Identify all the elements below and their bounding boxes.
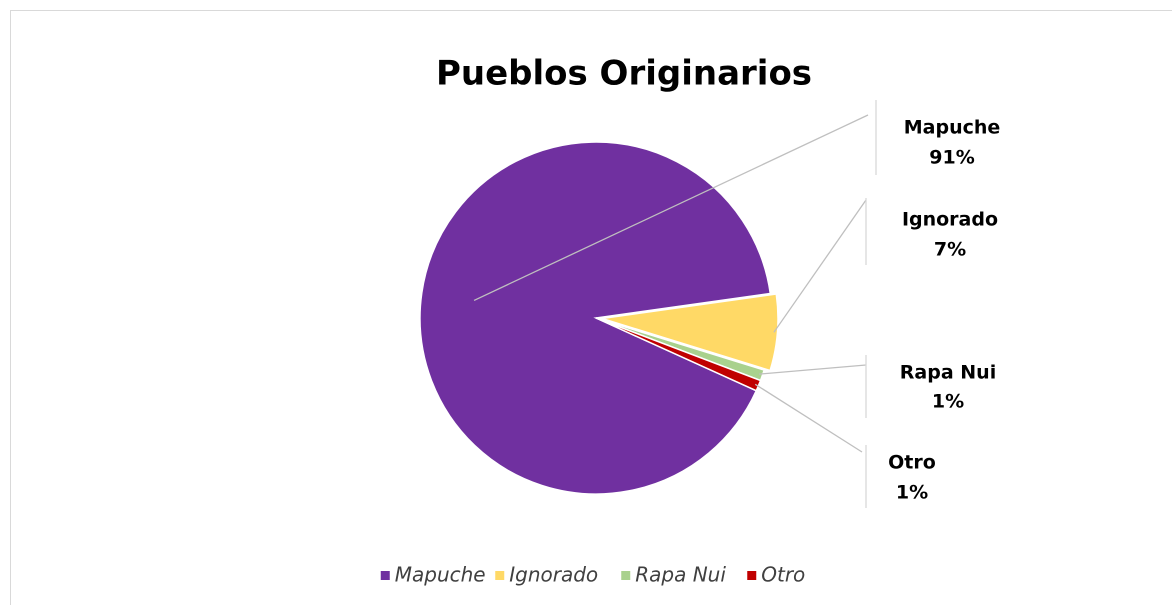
leader-line: [759, 364, 867, 375]
data-label-name: Rapa Nui: [900, 362, 996, 384]
leader-line: [754, 383, 863, 453]
legend-swatch: [495, 571, 505, 580]
data-label: 91%: [929, 147, 974, 169]
data-label-name: Mapuche: [904, 117, 1001, 139]
pie-slice: [601, 293, 779, 372]
legend-swatch: [380, 571, 390, 580]
data-label: 7%: [934, 239, 966, 261]
legend-swatch: [747, 571, 757, 580]
legend-label: Ignorado: [509, 563, 598, 587]
legend-swatch: [621, 571, 631, 580]
data-label: 1%: [896, 482, 928, 504]
legend-label: Mapuche: [395, 563, 486, 587]
leader-line: [473, 114, 869, 302]
chart-title: Pueblos Originarios: [436, 54, 812, 94]
data-label-name: Ignorado: [902, 209, 998, 231]
data-label-name: Otro: [888, 452, 936, 474]
data-label: 1%: [932, 391, 964, 413]
legend-label: Otro: [761, 563, 805, 587]
legend-label: Rapa Nui: [635, 563, 726, 587]
leader-line: [773, 199, 867, 333]
pie-slice: [419, 141, 772, 495]
